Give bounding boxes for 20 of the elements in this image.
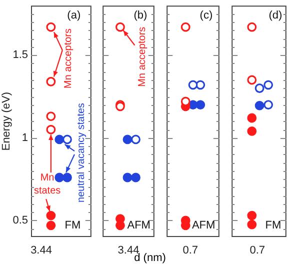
y-tick-label: 1.5 bbox=[12, 49, 28, 62]
annotation: (d) bbox=[268, 10, 282, 22]
annotation: Mn states bbox=[34, 172, 61, 196]
annotation: FM bbox=[64, 219, 81, 232]
x-tick-label: 0.7 bbox=[182, 244, 198, 257]
annotation: Mn acceptors bbox=[137, 26, 148, 87]
annotation: (b) bbox=[134, 10, 148, 22]
x-axis-title: d (nm) bbox=[134, 252, 166, 264]
x-tick-label: 0.7 bbox=[250, 244, 266, 257]
x-tick-label: 3.44 bbox=[30, 244, 52, 257]
y-tick-label: 1 bbox=[22, 132, 28, 144]
annotation: (c) bbox=[200, 10, 213, 22]
annotation: AFM bbox=[127, 219, 150, 232]
annotation: neutral vacancy states bbox=[76, 102, 87, 202]
annotation: FM bbox=[265, 219, 282, 232]
annotation: AFM bbox=[192, 219, 216, 232]
annotation: Mn acceptors bbox=[63, 28, 74, 89]
annotation: (a) bbox=[67, 10, 81, 22]
y-axis-title: Energy (eV) bbox=[0, 92, 13, 151]
y-tick-label: 0.5 bbox=[12, 214, 28, 227]
